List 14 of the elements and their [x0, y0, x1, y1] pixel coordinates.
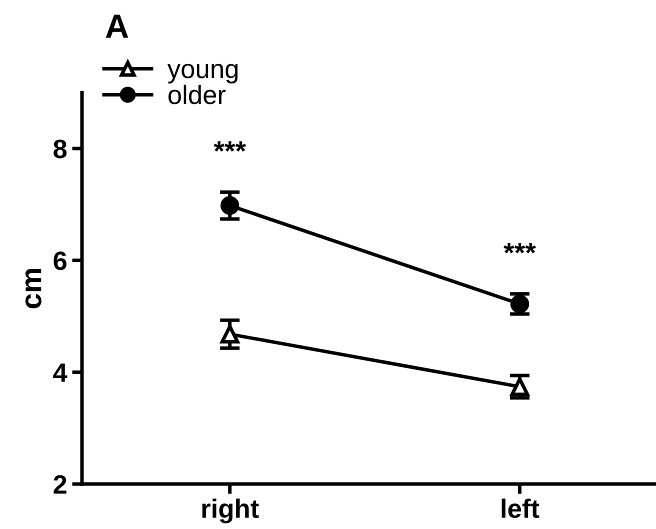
point: [220, 196, 240, 215]
chart-title: A: [106, 14, 128, 38]
legend-label: young: [167, 64, 238, 84]
y-tick-label: 8: [54, 140, 67, 158]
y-tick-label: 4: [53, 364, 68, 382]
legend-label: older: [168, 84, 226, 104]
annotation: ***: [504, 243, 536, 254]
y-tick-label: 6: [54, 251, 66, 270]
point: [220, 324, 240, 344]
y-tick-label: 2: [54, 475, 66, 494]
y-axis-title: cm: [25, 269, 42, 308]
x-tick-label: left: [502, 498, 540, 518]
x-tick-label: right: [202, 498, 259, 524]
annotation: ***: [214, 141, 246, 152]
